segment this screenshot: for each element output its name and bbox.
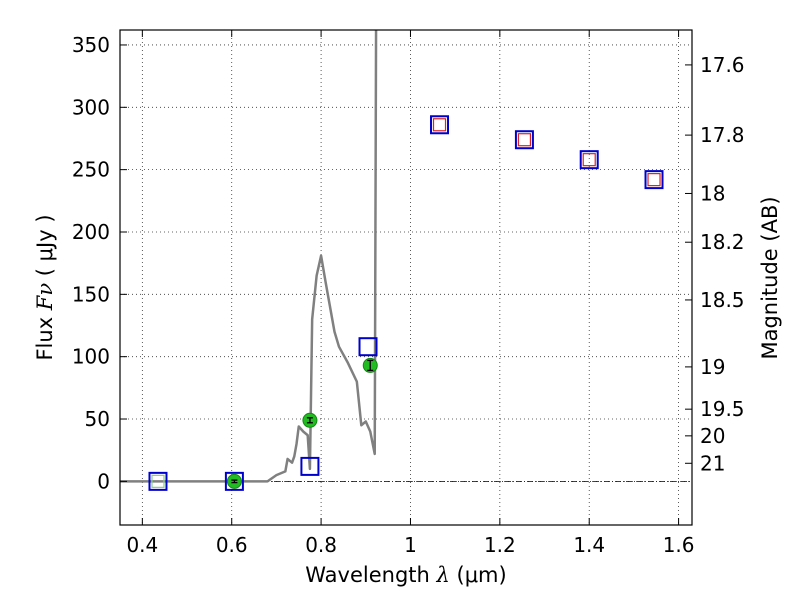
- model-photometry-square: [430, 115, 450, 135]
- y2-tick-label: 17.6: [700, 53, 745, 77]
- y-tick-label: 50: [85, 407, 110, 431]
- inner-square-marker: [647, 173, 661, 187]
- y2-tick-label: 17.8: [700, 123, 745, 147]
- x-tick-label: 0.6: [216, 533, 248, 557]
- model-photometry-square: [224, 471, 244, 491]
- y2-axis-label: Magnitude (AB): [758, 196, 782, 359]
- inner-square-marker: [151, 474, 165, 488]
- model-sed-line: [120, 29, 378, 483]
- x-tick-label: 0.4: [126, 533, 158, 557]
- y2-tick-label: 18: [700, 181, 725, 205]
- x-tick-label: 1.4: [573, 533, 605, 557]
- y-tick-label: 100: [72, 345, 110, 369]
- inner-square-marker: [432, 118, 447, 132]
- model-photometry-square: [148, 471, 168, 491]
- x-axis-label-symbol: λ: [436, 563, 450, 587]
- y-tick-label: 300: [72, 95, 110, 119]
- y-tick-label: 350: [72, 33, 110, 57]
- y2-tick-label: 18.5: [700, 288, 745, 312]
- y-tick-label: 200: [72, 220, 110, 244]
- x-axis-label-prefix: Wavelength: [305, 563, 436, 587]
- y2-tick-label: 20: [700, 424, 725, 448]
- y2-tick-labels: 17.6 17.8 18 18.2 18.5 19 19.5 20 21: [700, 53, 745, 475]
- y2-tick-label: 19.5: [700, 397, 745, 421]
- x-tick-label: 1.2: [484, 533, 516, 557]
- model-photometry-square: [358, 337, 378, 357]
- x-tick-label: 0.8: [305, 533, 337, 557]
- model-photometry-square: [579, 150, 599, 170]
- y2-tick-label: 19: [700, 355, 725, 379]
- y-axis-label: Flux Fν ( μJy ): [33, 214, 57, 360]
- y-axis-label-suffix: ( μJy ): [33, 214, 57, 282]
- x-tick-label: 1: [404, 533, 417, 557]
- y-tick-label: 0: [97, 469, 110, 493]
- model-photometry-square: [644, 170, 664, 190]
- x-tick-labels: 0.4 0.6 0.8 1 1.2 1.4 1.6: [126, 533, 694, 557]
- inner-square-marker: [582, 153, 596, 167]
- y-axis-label-prefix: Flux: [33, 310, 57, 360]
- y-axis-label-symbol: Fν: [33, 283, 57, 312]
- y-tick-labels: 0 50 100 150 200 250 300 350: [72, 33, 110, 493]
- axis-ticks: [120, 30, 692, 525]
- y-tick-label: 150: [72, 282, 110, 306]
- plot-area: [120, 29, 664, 491]
- model-photometry-square: [514, 130, 534, 150]
- grid-lines: [120, 30, 692, 525]
- x-axis-label: Wavelength λ (μm): [305, 563, 506, 587]
- y2-tick-label: 21: [700, 451, 725, 475]
- model-photometry-square: [300, 456, 320, 476]
- inner-square-marker: [517, 133, 532, 147]
- y-tick-label: 250: [72, 158, 110, 182]
- y2-tick-label: 18.2: [700, 230, 745, 254]
- x-tick-label: 1.6: [663, 533, 695, 557]
- plot-frame: [119, 29, 693, 526]
- x-axis-label-suffix: (μm): [450, 563, 507, 587]
